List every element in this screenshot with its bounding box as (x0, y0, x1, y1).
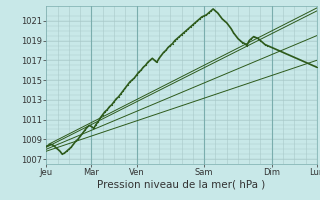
X-axis label: Pression niveau de la mer( hPa ): Pression niveau de la mer( hPa ) (98, 180, 266, 190)
